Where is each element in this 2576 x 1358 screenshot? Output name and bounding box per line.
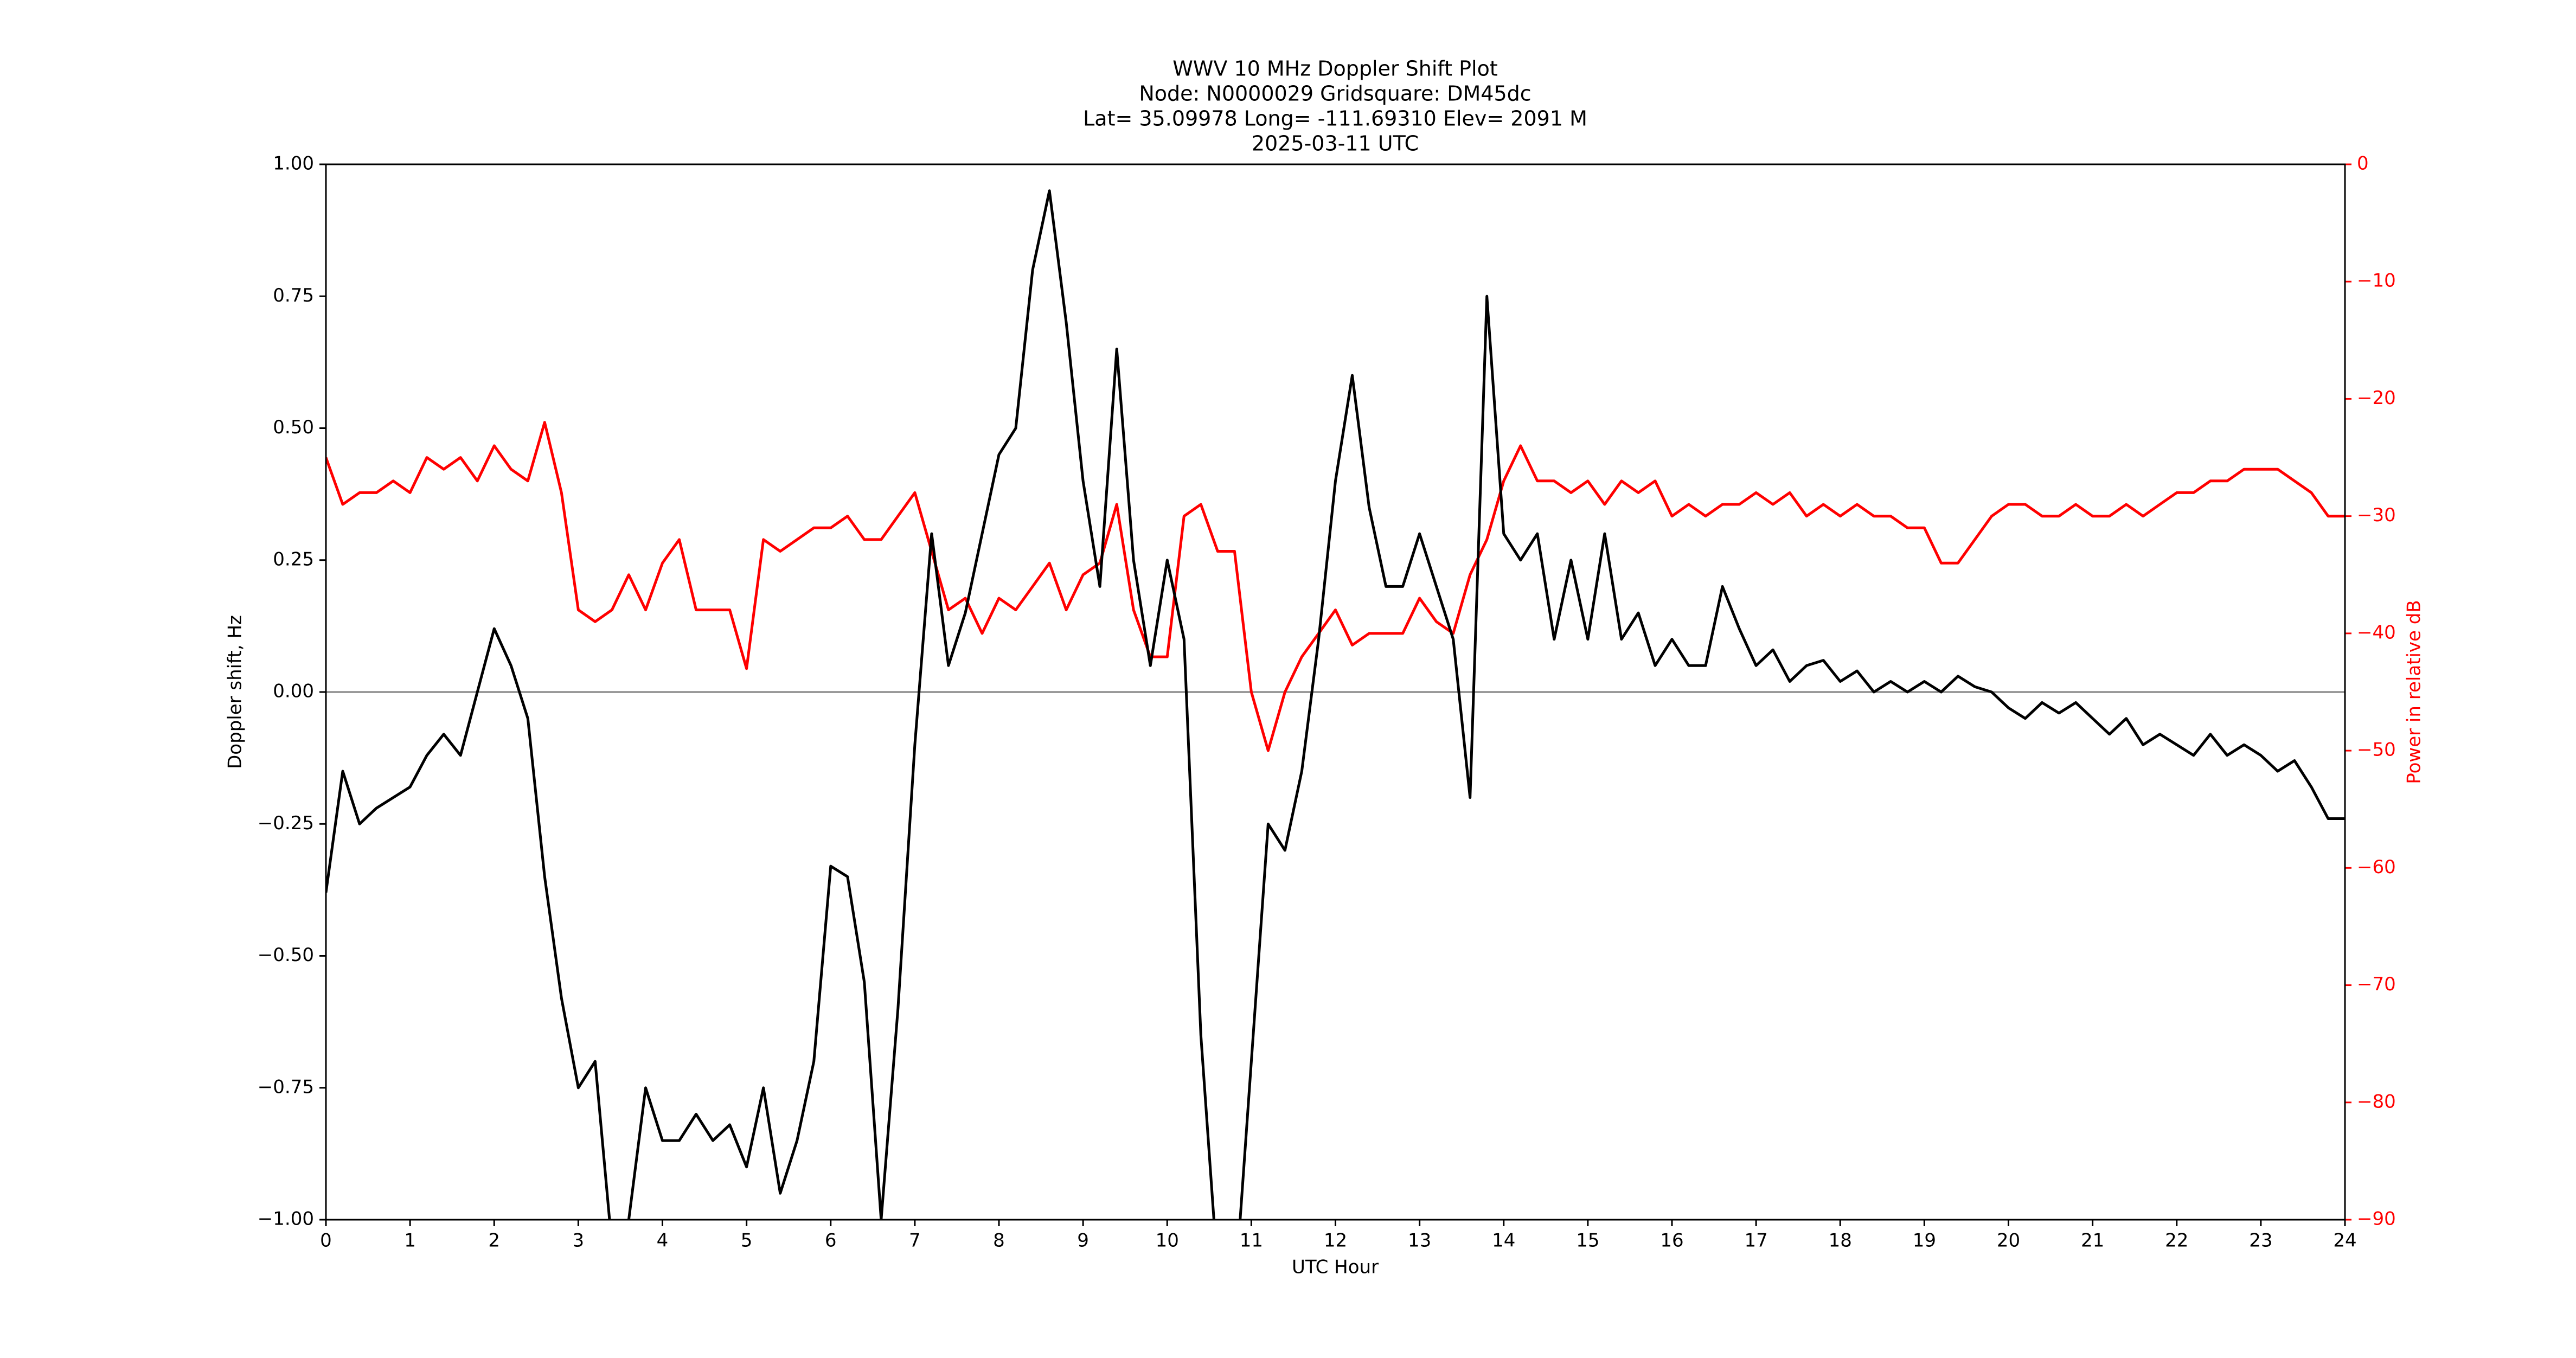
plot-frame bbox=[325, 163, 2346, 1221]
x-tick-label: 3 bbox=[573, 1230, 585, 1252]
y2-tick-label: −80 bbox=[2357, 1091, 2396, 1112]
y-tick-label: 1.00 bbox=[273, 153, 314, 175]
x-tick-label: 8 bbox=[993, 1230, 1005, 1252]
y2-axis-label: Power in relative dB bbox=[2404, 600, 2425, 784]
x-tick-label: 20 bbox=[1997, 1230, 2020, 1252]
y2-tick-label: −10 bbox=[2357, 270, 2396, 292]
y-tick-label: −0.50 bbox=[258, 944, 314, 966]
y2-tick-label: −40 bbox=[2357, 622, 2396, 643]
x-tick-label: 10 bbox=[1156, 1230, 1179, 1252]
y2-tick-label: 0 bbox=[2357, 153, 2369, 175]
x-tick-label: 17 bbox=[1744, 1230, 1767, 1252]
y-tick-label: 0.25 bbox=[273, 548, 314, 570]
x-tick-label: 11 bbox=[1240, 1230, 1263, 1252]
x-tick-label: 15 bbox=[1576, 1230, 1599, 1252]
data-line bbox=[326, 421, 2345, 752]
x-tick-label: 0 bbox=[320, 1230, 332, 1252]
x-tick-label: 14 bbox=[1492, 1230, 1515, 1252]
y-tick-label: −1.00 bbox=[258, 1208, 314, 1230]
data-line bbox=[326, 189, 2345, 1220]
y2-tick-label: −70 bbox=[2357, 973, 2396, 995]
x-tick-label: 16 bbox=[1660, 1230, 1683, 1252]
y2-tick-label: −60 bbox=[2357, 856, 2396, 878]
x-tick-label: 7 bbox=[909, 1230, 921, 1252]
x-tick-label: 22 bbox=[2165, 1230, 2188, 1252]
x-tick-label: 12 bbox=[1324, 1230, 1347, 1252]
y-axis-label: Doppler shift, Hz bbox=[225, 615, 246, 769]
y-tick-label: −0.25 bbox=[258, 812, 314, 834]
y2-tick-label: −50 bbox=[2357, 739, 2396, 761]
y-tick-label: −0.75 bbox=[258, 1076, 314, 1098]
x-tick-label: 5 bbox=[741, 1230, 753, 1252]
y-tick-label: 0.75 bbox=[273, 285, 314, 306]
y-tick-label: 0.50 bbox=[273, 417, 314, 438]
x-tick-label: 24 bbox=[2333, 1230, 2356, 1252]
chart-subtitle: Lat= 35.09978 Long= -111.69310 Elev= 209… bbox=[1083, 107, 1587, 131]
x-tick-label: 9 bbox=[1077, 1230, 1089, 1252]
y2-tick-label: −90 bbox=[2357, 1208, 2396, 1230]
chart-subtitle: 2025-03-11 UTC bbox=[1252, 132, 1419, 156]
plot-area bbox=[326, 189, 2345, 1220]
y-tick-label: 0.00 bbox=[273, 681, 314, 702]
y2-tick-label: −30 bbox=[2357, 504, 2396, 526]
chart-title: WWV 10 MHz Doppler Shift Plot bbox=[1172, 57, 1498, 81]
x-tick-label: 23 bbox=[2249, 1230, 2272, 1252]
x-tick-label: 13 bbox=[1408, 1230, 1431, 1252]
chart-subtitle: Node: N0000029 Gridsquare: DM45dc bbox=[1139, 82, 1531, 106]
y2-tick-label: −20 bbox=[2357, 387, 2396, 409]
x-tick-label: 18 bbox=[1829, 1230, 1852, 1252]
x-axis-label: UTC Hour bbox=[1292, 1257, 1379, 1278]
x-tick-label: 1 bbox=[404, 1230, 416, 1252]
x-tick-label: 21 bbox=[2081, 1230, 2104, 1252]
x-tick-label: 19 bbox=[1913, 1230, 1936, 1252]
x-tick-label: 2 bbox=[488, 1230, 500, 1252]
x-tick-label: 6 bbox=[825, 1230, 837, 1252]
x-tick-label: 4 bbox=[657, 1230, 669, 1252]
